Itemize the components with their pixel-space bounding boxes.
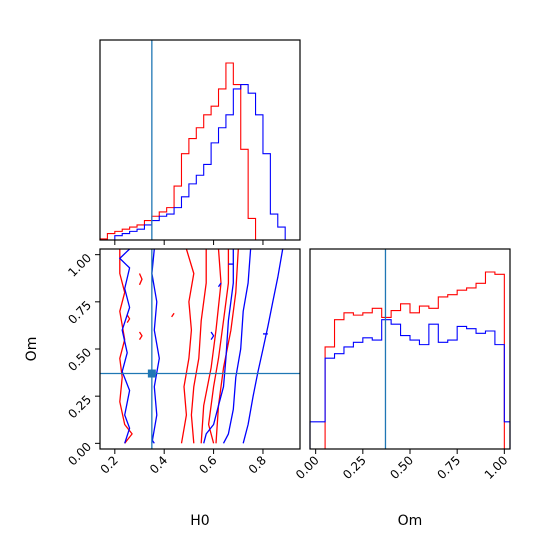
- contour-blue-5: [210, 331, 215, 340]
- contour-red-7: [126, 314, 131, 323]
- contour-blue-1: [151, 248, 160, 444]
- contour-red-1: [180, 248, 195, 444]
- contour-red-0: [119, 249, 133, 444]
- contour-x-tick-label: 0.8: [246, 453, 269, 476]
- contour-blue-2: [203, 249, 234, 444]
- contour-red-6: [138, 331, 143, 340]
- h0-om-contour-panel: 0.2 0.4 0.6 0.8 0.00 0.25 0.50 0.75 1.00 H0 Om: [24, 248, 301, 529]
- contour-y-tick-label: 0.25: [65, 392, 94, 421]
- om-histogram-frame: [309, 248, 511, 450]
- contour-x-tick-label: 0.2: [98, 453, 121, 476]
- om-hist-x-tick-label: 0.00: [293, 453, 322, 482]
- contour-red-2: [190, 249, 207, 444]
- contour-red-3: [200, 248, 222, 444]
- contour-blue-4: [242, 248, 284, 444]
- x-axis-label-h0: H0: [190, 513, 209, 529]
- contour-x-tick-label: 0.6: [196, 453, 219, 476]
- truth-marker: [147, 369, 156, 378]
- om-hist-x-tick-label: 0.50: [387, 453, 416, 482]
- contour-x-tick-label: 0.4: [147, 453, 170, 476]
- contour-y-tick-label: 0.50: [65, 345, 94, 374]
- contour-red-9: [138, 273, 143, 286]
- om-hist-x-tick-label: 0.75: [434, 453, 463, 482]
- h0-hist-series-blue: [100, 84, 293, 241]
- om-hist-x-tick-label: 0.25: [340, 453, 369, 482]
- contour-y-tick-label: 0.75: [65, 298, 94, 327]
- om-histogram-panel: 0.00 0.25 0.50 0.75 1.00 Om: [293, 248, 511, 529]
- om-hist-series-red: [310, 271, 510, 450]
- om-hist-series-blue: [309, 319, 511, 449]
- contour-blue-0: [119, 248, 131, 444]
- contour-red-4: [207, 249, 230, 444]
- om-hist-x-tick-label: 1.00: [482, 453, 511, 482]
- h0-histogram-panel: [99, 39, 301, 245]
- contour-blue-7: [217, 282, 222, 288]
- contour-y-tick-label: 1.00: [65, 251, 94, 280]
- h0-hist-series-red: [99, 62, 293, 241]
- y-axis-label-om: Om: [24, 337, 40, 362]
- contour-red-8: [171, 312, 175, 318]
- contour-red-5: [215, 248, 239, 444]
- h0-histogram-frame: [99, 39, 301, 241]
- x-axis-label-om: Om: [398, 513, 423, 529]
- contour-y-tick-label: 0.00: [65, 440, 94, 469]
- contour-blue-3: [222, 248, 252, 444]
